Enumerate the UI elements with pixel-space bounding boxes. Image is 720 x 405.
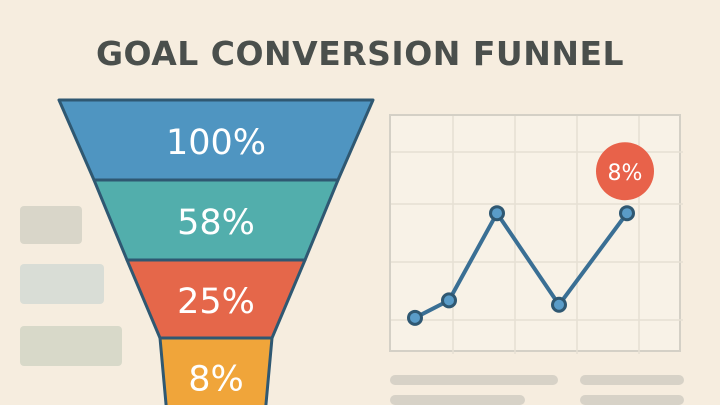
funnel-stage-4 <box>158 336 274 405</box>
footer-bar-2 <box>390 395 525 405</box>
data-point-4 <box>551 296 567 313</box>
data-point-5 <box>619 205 635 222</box>
placeholder-bar-3 <box>20 326 122 366</box>
callout-badge <box>596 142 654 201</box>
funnel-stage-label-3: 25% <box>177 282 255 322</box>
placeholder-bar-2 <box>20 264 104 304</box>
funnel-stage-label-2: 58% <box>177 203 255 243</box>
placeholder-bar-1 <box>20 206 82 244</box>
footer-bar-3 <box>580 375 684 385</box>
data-point-3 <box>489 205 505 222</box>
footer-bar-4 <box>580 395 684 405</box>
data-point-2 <box>441 292 457 309</box>
callout-label: 8% <box>608 161 643 186</box>
funnel-stage-label-1: 100% <box>166 123 266 163</box>
line-chart: 8% <box>391 116 683 354</box>
chart-title: GOAL CONVERSION FUNNEL <box>95 34 625 73</box>
data-point-1 <box>407 309 423 326</box>
line-chart-panel: 8% <box>389 114 683 354</box>
funnel-stage-label-4: 8% <box>188 360 244 400</box>
footer-bar-1 <box>390 375 558 385</box>
